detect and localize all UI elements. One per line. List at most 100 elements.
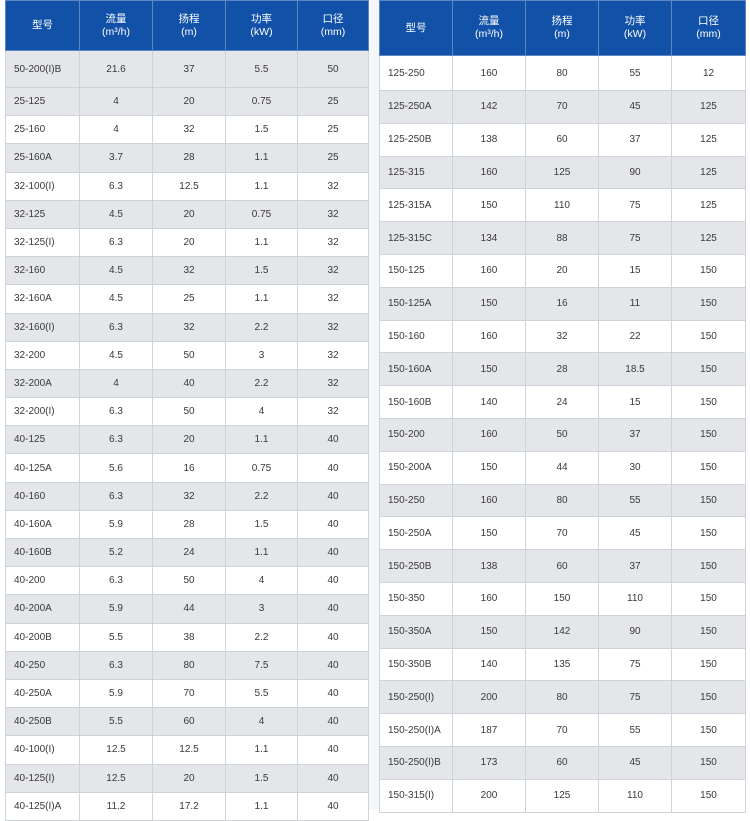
cell-flow: 160 (452, 417, 526, 452)
cell-diameter: 40 (297, 566, 369, 596)
cell-diameter: 150 (671, 778, 746, 813)
cell-model: 32-200 (5, 340, 80, 370)
cell-flow: 4.5 (79, 284, 153, 314)
cell-power: 55 (598, 55, 672, 91)
cell-flow: 138 (452, 549, 526, 583)
table-row: 32-100(I) 6.3 12.5 1.1 32 (5, 171, 369, 201)
spec-table-right: 125-250 160 80 55 12 型号 流量 (m³/h) 扬程 (m) 功率 (kW… (379, 0, 746, 813)
cell-head: 25 (152, 284, 226, 314)
cell-diameter: 150 (671, 417, 746, 452)
cell-diameter: 50 (297, 50, 369, 88)
cell-model: 40-125A (5, 453, 80, 483)
cell-model: 40-250B (5, 707, 80, 737)
cell-head: 17.2 (152, 791, 226, 821)
header-head: 扬程 (m) (525, 0, 599, 56)
cell-head: 50 (152, 566, 226, 596)
cell-flow: 6.3 (79, 650, 153, 680)
cell-diameter: 150 (671, 614, 746, 649)
cell-flow: 4 (79, 115, 153, 145)
cell-diameter: 32 (297, 340, 369, 370)
cell-diameter: 150 (671, 647, 746, 682)
cell-model: 40-100(I) (5, 735, 80, 765)
cell-flow: 5.9 (79, 509, 153, 540)
cell-model: 125-315C (379, 221, 453, 255)
cell-model: 150-125 (379, 253, 453, 288)
cell-head: 88 (525, 221, 599, 255)
cell-power: 2.2 (225, 622, 298, 652)
cell-power: 75 (598, 647, 672, 682)
cell-power: 15 (598, 253, 672, 288)
header-power: 功率 (kW) (598, 0, 672, 56)
cell-model: 150-250A (379, 516, 453, 551)
cell-power: 45 (598, 516, 672, 551)
table-row: 32-125(I) 6.3 20 1.1 32 (5, 227, 369, 258)
cell-model: 150-315(I) (379, 778, 453, 813)
table-row: 25-160A 3.7 28 1.1 25 (5, 143, 369, 173)
cell-diameter: 12 (671, 55, 746, 91)
cell-power: 45 (598, 745, 672, 780)
cell-head: 37 (152, 50, 226, 88)
cell-diameter: 125 (671, 90, 746, 124)
cell-power: 5.5 (225, 50, 298, 88)
cell-power: 3 (225, 340, 298, 370)
cell-model: 150-250(I)A (379, 713, 453, 747)
cell-flow: 150 (452, 286, 526, 321)
table-row: 40-125 6.3 20 1.1 40 (5, 425, 369, 455)
cell-power: 1.5 (225, 509, 298, 540)
cell-model: 50-200(I)B (5, 50, 80, 88)
cell-flow: 200 (452, 680, 526, 715)
cell-head: 32 (152, 256, 226, 286)
cell-power: 2.2 (225, 312, 298, 342)
table-row: 40-125A 5.6 16 0.75 40 (5, 453, 369, 483)
cell-model: 150-250 (379, 483, 453, 518)
cell-head: 60 (525, 745, 599, 780)
cell-model: 40-250A (5, 678, 80, 709)
table-row: 150-200A 150 44 30 150 (379, 450, 746, 485)
table-row: 125-250 160 80 55 12 (379, 55, 746, 91)
cell-model: 40-160 (5, 481, 80, 511)
cell-model: 32-160A (5, 284, 80, 314)
cell-head: 28 (152, 509, 226, 540)
cell-model: 125-315A (379, 188, 453, 223)
cell-flow: 160 (452, 581, 526, 616)
cell-flow: 142 (452, 90, 526, 124)
cell-diameter: 125 (671, 122, 746, 157)
cell-power: 45 (598, 90, 672, 124)
cell-model: 32-125 (5, 199, 80, 229)
cell-model: 40-160B (5, 537, 80, 568)
cell-diameter: 32 (297, 397, 369, 427)
cell-power: 1.1 (225, 227, 298, 258)
cell-model: 40-200B (5, 622, 80, 652)
table-row: 125-250A 142 70 45 125 (379, 90, 746, 124)
cell-diameter: 150 (671, 253, 746, 288)
cell-head: 20 (152, 199, 226, 229)
cell-head: 44 (525, 450, 599, 485)
cell-power: 1.5 (225, 115, 298, 145)
cell-diameter: 150 (671, 745, 746, 780)
cell-model: 150-350A (379, 614, 453, 649)
cell-model: 32-160(I) (5, 312, 80, 342)
cell-flow: 150 (452, 188, 526, 223)
table-row: 25-125 4 20 0.75 25 (5, 86, 369, 117)
cell-model: 25-125 (5, 86, 80, 117)
cell-head: 20 (152, 763, 226, 793)
cell-diameter: 40 (297, 453, 369, 483)
cell-model: 32-200(I) (5, 397, 80, 427)
cell-head: 60 (152, 707, 226, 737)
table-row: 125-315C 134 88 75 125 (379, 221, 746, 255)
cell-power: 55 (598, 713, 672, 747)
cell-diameter: 40 (297, 707, 369, 737)
cell-flow: 187 (452, 713, 526, 747)
table-row: 150-125 160 20 15 150 (379, 253, 746, 288)
cell-flow: 4.5 (79, 340, 153, 370)
cell-model: 32-160 (5, 256, 80, 286)
cell-diameter: 32 (297, 312, 369, 342)
cell-power: 1.1 (225, 143, 298, 173)
cell-power: 37 (598, 549, 672, 583)
header-diameter: 口径 (mm) (671, 0, 746, 56)
cell-model: 150-250B (379, 549, 453, 583)
cell-flow: 150 (452, 614, 526, 649)
cell-power: 22 (598, 319, 672, 354)
cell-model: 25-160A (5, 143, 80, 173)
cell-diameter: 40 (297, 735, 369, 765)
